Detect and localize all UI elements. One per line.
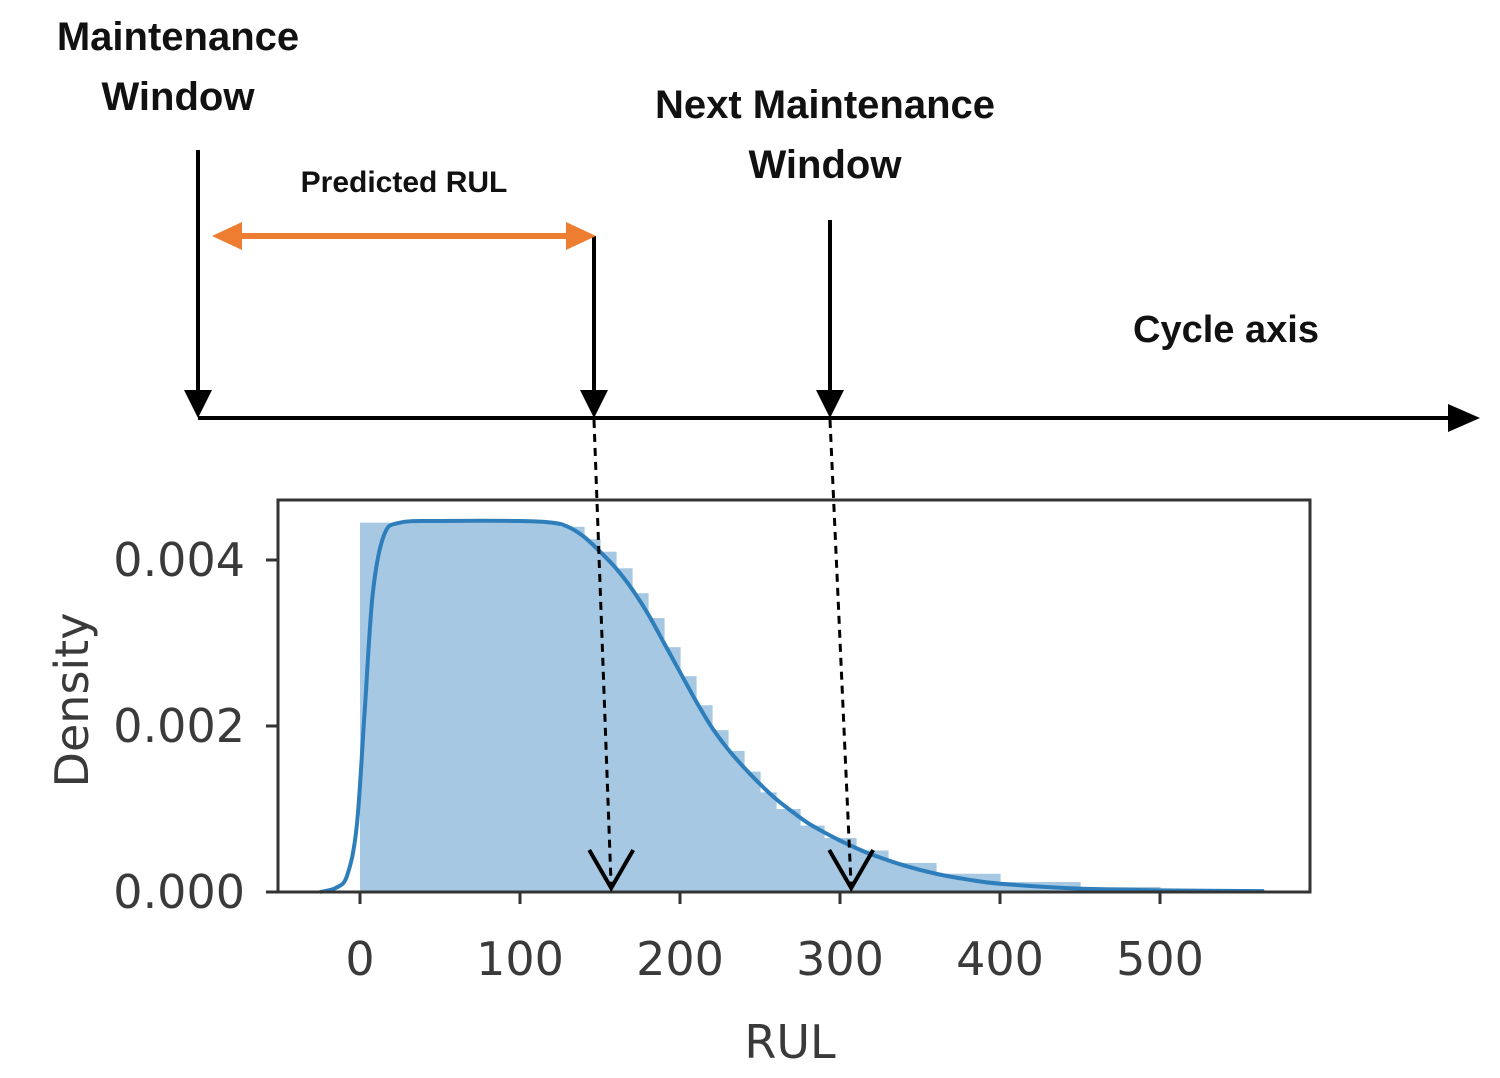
x-tick-label: 100 xyxy=(476,932,564,986)
kde-curve xyxy=(319,518,1265,894)
histogram-bar xyxy=(800,825,825,892)
histogram-bar xyxy=(712,730,729,892)
y-axis-title: Density xyxy=(45,613,99,788)
next-maintenance-arrow xyxy=(816,220,844,418)
histogram-bar xyxy=(616,568,633,892)
histogram-bar xyxy=(648,618,665,892)
x-tick-label: 400 xyxy=(956,932,1044,986)
histogram xyxy=(360,522,1265,892)
histogram-bar xyxy=(744,771,761,892)
rul-density-chart: 0 100 200 300 400 500 0.000 0.002 0.004 RUL Den… xyxy=(45,498,1312,1069)
predicted-rul-right-arrowhead xyxy=(566,222,596,250)
projection-dashed-line xyxy=(828,419,853,889)
predicted-rul-end-arrowhead xyxy=(580,390,608,418)
cycle-axis-label: Cycle axis xyxy=(1133,309,1319,351)
y-tick-label: 0.002 xyxy=(113,699,245,753)
projection-arrow-next-maintenance-window xyxy=(827,419,875,892)
projection-open-arrowhead xyxy=(827,848,875,892)
x-axis: 0 100 200 300 400 500 xyxy=(345,892,1204,986)
histogram-bar xyxy=(600,551,617,892)
histogram-bar xyxy=(760,792,777,892)
x-axis-title: RUL xyxy=(744,1015,836,1069)
next-maintenance-window-label-line2: Window xyxy=(749,143,903,187)
predicted-rul-label: Predicted RUL xyxy=(301,166,508,199)
histogram-bar xyxy=(680,676,697,892)
predicted-rul-end-arrow xyxy=(580,236,608,418)
x-tick-label: 0 xyxy=(345,932,374,986)
y-tick-label: 0.004 xyxy=(113,533,245,587)
predicted-rul-left-arrowhead xyxy=(212,222,242,250)
cycle-axis xyxy=(198,404,1480,432)
histogram-bar xyxy=(664,647,681,892)
histogram-bar xyxy=(776,809,801,892)
histogram-bar xyxy=(584,539,601,892)
histogram-bar xyxy=(728,750,745,892)
maintenance-window-arrow xyxy=(184,150,212,418)
maintenance-window-label-line1: Maintenance xyxy=(57,15,299,59)
plot-frame xyxy=(276,498,1312,894)
x-tick-label: 200 xyxy=(636,932,724,986)
histogram-bar xyxy=(632,593,649,892)
maintenance-window-arrowhead xyxy=(184,390,212,418)
histogram-bar xyxy=(560,526,585,892)
y-tick-label: 0.000 xyxy=(113,865,245,919)
histogram-bar xyxy=(696,705,713,892)
next-maintenance-arrowhead xyxy=(816,390,844,418)
predicted-rul-span-arrow xyxy=(212,222,596,250)
projection-arrows xyxy=(587,419,875,892)
maintenance-window-label-line2: Window xyxy=(102,75,256,119)
x-tick-label: 300 xyxy=(796,932,884,986)
next-maintenance-window-label-line1: Next Maintenance xyxy=(655,83,995,127)
y-axis: 0.000 0.002 0.004 xyxy=(113,533,278,919)
projection-arrow-predicted-rul xyxy=(587,419,635,892)
x-tick-label: 500 xyxy=(1116,932,1204,986)
projection-open-arrowhead xyxy=(587,848,635,892)
cycle-axis-arrowhead xyxy=(1448,404,1480,432)
histogram-bar xyxy=(360,522,561,892)
